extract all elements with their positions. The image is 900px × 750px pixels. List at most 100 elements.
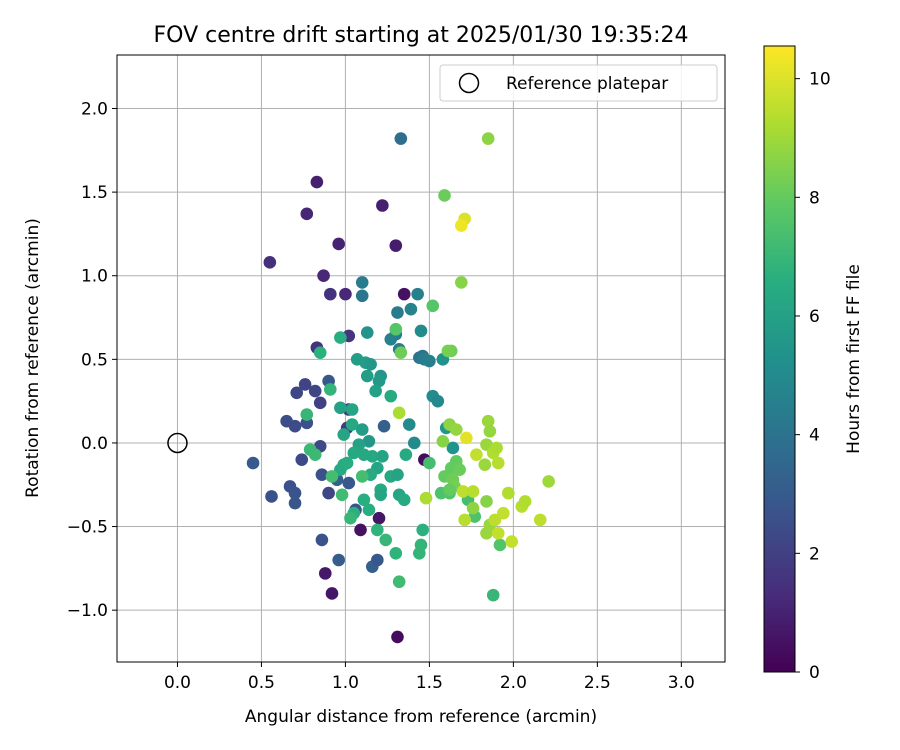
data-point: [389, 547, 403, 560]
data-point: [300, 408, 314, 421]
data-point: [518, 495, 532, 508]
data-point: [355, 470, 369, 483]
data-point: [369, 384, 382, 398]
data-point: [295, 453, 309, 466]
colorbar-tick-label: 6: [809, 307, 820, 327]
data-point: [436, 434, 450, 448]
data-point: [392, 575, 406, 589]
data-point: [505, 535, 518, 548]
y-tick-label: 1.0: [81, 267, 108, 287]
data-point: [288, 419, 302, 433]
data-point: [345, 403, 359, 416]
data-point: [355, 423, 369, 436]
data-point: [481, 414, 495, 428]
data-point: [290, 386, 304, 400]
data-point: [315, 533, 329, 547]
data-point: [411, 287, 424, 301]
colorbar: 0 2 4 6 8 10 Hours from first FF file: [763, 45, 864, 683]
data-point: [455, 219, 468, 232]
legend: Reference platepar: [439, 64, 718, 102]
data-point: [480, 526, 493, 540]
data-point: [376, 450, 389, 463]
y-axis-label: Rotation from reference (arcmin): [23, 218, 43, 498]
data-point: [502, 486, 515, 500]
colorbar-tick-label: 2: [809, 544, 820, 564]
data-point: [416, 523, 429, 537]
data-point: [458, 513, 471, 527]
data-point: [466, 485, 480, 498]
data-point: [324, 383, 337, 396]
data-point: [344, 511, 357, 525]
legend-open-circle-icon: [458, 72, 480, 94]
data-point: [391, 468, 404, 482]
data-point: [332, 237, 346, 251]
data-point: [372, 374, 386, 388]
x-axis-label: Angular distance from reference (arcmin): [245, 707, 597, 727]
x-tick-label: 1.5: [416, 673, 443, 693]
colorbar-label: Hours from first FF file: [844, 264, 864, 454]
data-point: [379, 533, 393, 547]
x-tick-label: 0.5: [248, 673, 275, 693]
data-point: [332, 553, 346, 567]
data-point: [339, 287, 352, 301]
data-point: [438, 189, 451, 202]
data-point: [423, 354, 436, 368]
colorbar-tick-label: 4: [809, 426, 820, 446]
data-point: [399, 448, 413, 461]
data-point: [310, 175, 324, 189]
data-point: [419, 491, 433, 505]
data-point: [414, 324, 428, 338]
data-point: [404, 302, 418, 316]
data-point: [533, 513, 547, 527]
data-point: [355, 276, 369, 289]
data-point: [391, 306, 404, 319]
data-point: [334, 331, 347, 344]
x-tick-label: 2.0: [500, 673, 527, 693]
legend-box: [439, 64, 718, 102]
data-point: [446, 441, 460, 455]
plot-frame: [116, 54, 726, 663]
data-point: [394, 346, 408, 359]
data-point: [362, 503, 376, 517]
colorbar-tick-label: 10: [809, 70, 831, 90]
data-point: [325, 587, 339, 600]
chart-title: FOV centre drift starting at 2025/01/30 …: [154, 23, 689, 48]
data-point: [322, 486, 335, 500]
reference-point-marker: [167, 432, 188, 454]
data-point: [324, 287, 337, 301]
data-point: [460, 431, 473, 445]
data-point: [466, 501, 480, 515]
data-point: [480, 438, 493, 451]
data-point: [288, 486, 302, 500]
colorbar-ticks: 0 2 4 6 8 10: [795, 70, 831, 683]
data-point: [298, 378, 312, 391]
data-point: [357, 493, 371, 507]
data-point: [300, 207, 314, 221]
data-point: [354, 523, 367, 537]
y-tick-label: 0.0: [81, 434, 108, 454]
data-point: [325, 470, 339, 483]
data-point: [364, 358, 377, 371]
data-point: [391, 630, 404, 644]
data-point: [340, 456, 354, 470]
data-point: [402, 418, 416, 431]
data-point: [246, 456, 260, 470]
data-point: [483, 424, 497, 438]
data-point: [397, 287, 411, 301]
data-point: [377, 419, 391, 433]
data-point: [491, 526, 505, 540]
data-point: [413, 547, 426, 560]
data-point: [384, 389, 398, 403]
y-tick-label: 0.5: [81, 350, 108, 370]
y-tick-label: −0.5: [67, 518, 108, 538]
data-point: [480, 495, 493, 508]
data-point: [365, 450, 379, 463]
data-point: [371, 523, 384, 537]
x-tick-label: 3.0: [668, 673, 695, 693]
x-tick-label: 1.0: [332, 673, 359, 693]
data-point: [345, 418, 359, 431]
data-point: [342, 476, 356, 490]
data-point: [372, 511, 386, 525]
data-point: [423, 456, 436, 470]
